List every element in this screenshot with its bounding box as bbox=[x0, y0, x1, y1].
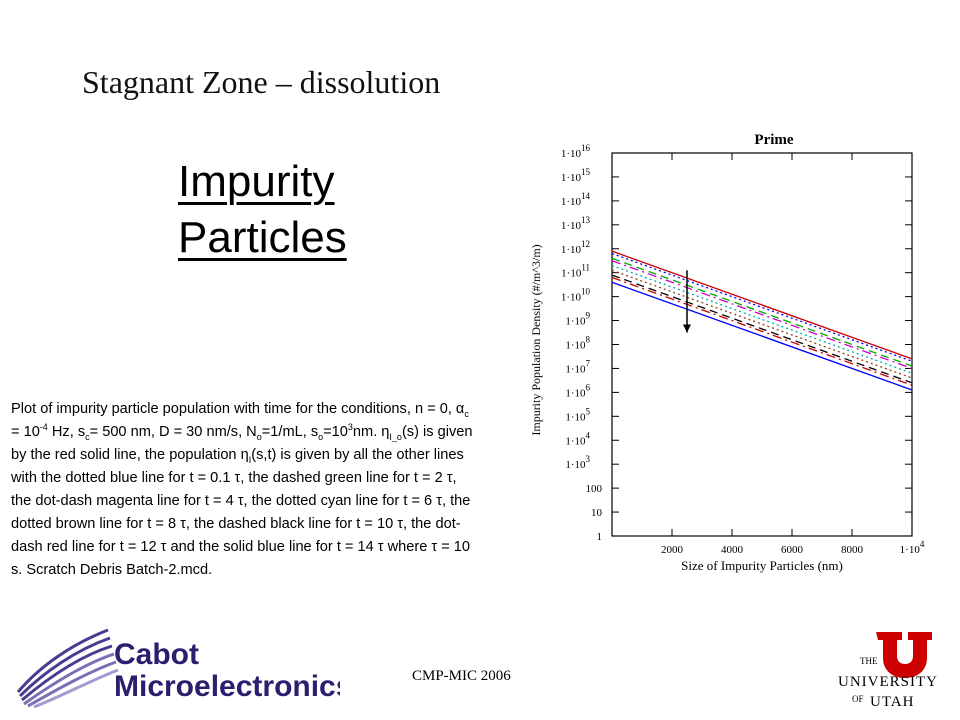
series-line-9 bbox=[611, 281, 913, 391]
y-tick-label: 1·107 bbox=[565, 358, 590, 375]
utah-the: THE bbox=[860, 656, 878, 666]
y-tick-label: 100 bbox=[586, 483, 603, 495]
series-line-2 bbox=[611, 252, 913, 362]
y-tick-label: 1·108 bbox=[565, 335, 590, 352]
x-tick-label: 2000 bbox=[661, 544, 684, 556]
heading-line-2: Particles bbox=[178, 213, 347, 262]
y-tick-label: 1·1015 bbox=[561, 167, 591, 184]
series-line-7 bbox=[611, 274, 913, 384]
y-tick-label: 1·1011 bbox=[561, 263, 590, 280]
y-tick-label: 1·109 bbox=[565, 311, 590, 328]
y-tick-label: 1·1013 bbox=[561, 215, 591, 232]
x-axis-label: Size of Impurity Particles (nm) bbox=[681, 558, 843, 573]
plot-caption: Plot of impurity particle population wit… bbox=[11, 401, 473, 578]
footer-conference: CMP-MIC 2006 bbox=[412, 668, 511, 684]
time-arrow-head bbox=[683, 324, 691, 333]
utah-university: UNIVERSITY bbox=[838, 674, 938, 690]
y-tick-label: 10 bbox=[591, 507, 603, 519]
series-line-1 bbox=[611, 250, 913, 360]
series-line-4 bbox=[611, 260, 913, 370]
y-tick-label: 1·1012 bbox=[561, 239, 590, 256]
swoosh-icon bbox=[16, 628, 119, 708]
series-line-3 bbox=[611, 257, 913, 367]
university-of-utah-logo: THE UNIVERSITY OF UTAH bbox=[838, 632, 938, 710]
logo-microelectronics-word: Microelectronics bbox=[114, 670, 340, 703]
chart-title: Prime bbox=[754, 132, 793, 148]
y-tick-label: 1·1014 bbox=[561, 191, 591, 208]
y-tick-label: 1·104 bbox=[565, 430, 590, 447]
y-tick-label: 1·1010 bbox=[561, 287, 591, 304]
x-tick-label: 1·104 bbox=[900, 539, 925, 556]
series-line-8 bbox=[611, 276, 913, 386]
y-tick-label: 1·105 bbox=[565, 406, 590, 423]
series-line-6 bbox=[611, 269, 913, 379]
utah-of: OF bbox=[852, 694, 864, 704]
x-tick-label: 8000 bbox=[841, 544, 864, 556]
block-u-icon bbox=[876, 632, 932, 678]
y-tick-label: 1·103 bbox=[565, 454, 590, 471]
x-tick-label: 4000 bbox=[721, 544, 744, 556]
utah-utah: UTAH bbox=[870, 694, 914, 710]
series-line-5 bbox=[611, 264, 913, 374]
cabot-microelectronics-logo: Cabot Microelectronics bbox=[16, 628, 340, 708]
y-tick-label: 1 bbox=[597, 531, 603, 543]
y-tick-label: 1·1016 bbox=[561, 143, 591, 160]
logo-cabot-word: Cabot bbox=[114, 638, 199, 671]
y-axis-label: Impurity Population Density (#/m^3/m) bbox=[529, 244, 543, 435]
slide-title: Stagnant Zone – dissolution bbox=[82, 64, 441, 100]
heading-line-1: Impurity bbox=[178, 157, 335, 206]
y-tick-label: 1·106 bbox=[565, 382, 590, 399]
impurity-particles-heading: Impurity Particles bbox=[178, 154, 347, 266]
x-tick-label: 6000 bbox=[781, 544, 804, 556]
